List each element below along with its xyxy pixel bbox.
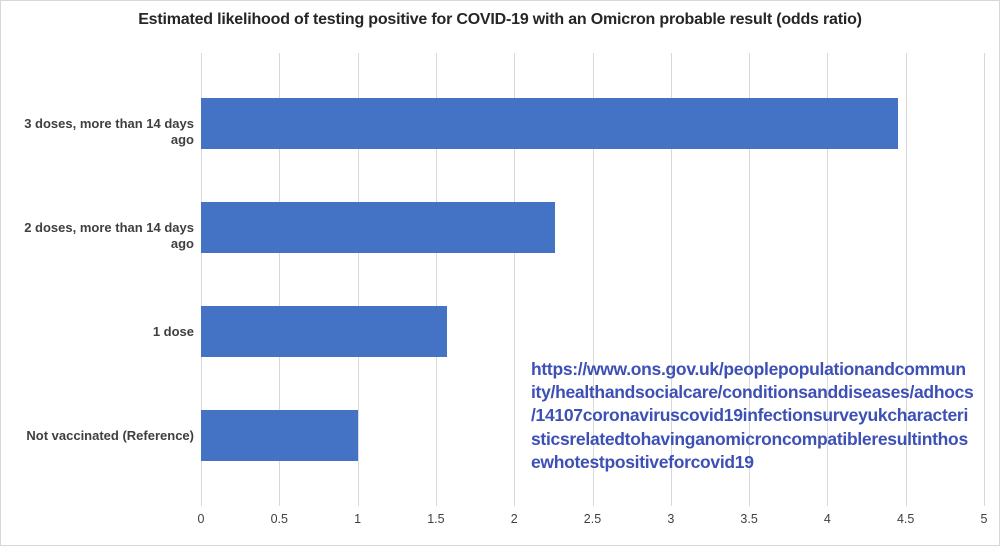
source-url-link[interactable]: https://www.ons.gov.uk/peoplepopulationa…	[531, 358, 996, 474]
chart-title: Estimated likelihood of testing positive…	[138, 11, 862, 28]
category-label: Not vaccinated (Reference)	[26, 427, 194, 443]
source-url-line: /14107coronaviruscovid19infectionsurveyu…	[531, 405, 969, 426]
gridline	[670, 53, 672, 506]
x-tick-label: 0	[197, 512, 205, 526]
x-tick-label: 4	[823, 512, 831, 526]
gridline	[827, 53, 829, 506]
gridline	[201, 53, 202, 506]
x-tick-label: 1.5	[427, 512, 445, 526]
x-tick-label: 4.5	[896, 512, 915, 526]
plot-area	[201, 53, 985, 506]
source-url-line: ewhotestpositiveforcovid19	[531, 451, 754, 472]
gridline	[984, 53, 985, 506]
gridline	[592, 53, 594, 506]
gridline	[279, 53, 281, 506]
x-tick-label: 0.5	[270, 512, 288, 526]
bar	[201, 410, 358, 461]
gridline	[357, 53, 359, 506]
bar	[201, 306, 447, 357]
x-tick-label: 3.5	[740, 512, 758, 526]
source-url-line: https://www.ons.gov.uk/peoplepopulationa…	[531, 359, 966, 379]
category-label: 3 doses, more than 14 days ago	[24, 115, 194, 147]
gridline	[905, 53, 907, 506]
gridline	[435, 53, 437, 506]
x-tick-label: 1	[354, 512, 362, 526]
gridline	[749, 53, 751, 506]
source-url-line: ity/healthandsocialcare/conditionsanddis…	[531, 382, 974, 403]
bar	[201, 98, 898, 149]
x-tick-label: 3	[667, 512, 675, 526]
gridline	[514, 53, 516, 506]
x-tick-label: 2	[510, 512, 518, 526]
bar	[201, 202, 555, 253]
category-label: 1 dose	[152, 323, 194, 339]
x-tick-label: 5	[980, 512, 988, 526]
x-tick-label: 2.5	[583, 512, 602, 526]
source-url-line: sticsrelatedtohavinganomicroncompatibler…	[531, 428, 968, 449]
category-label: 2 doses, more than 14 days ago	[24, 219, 194, 251]
